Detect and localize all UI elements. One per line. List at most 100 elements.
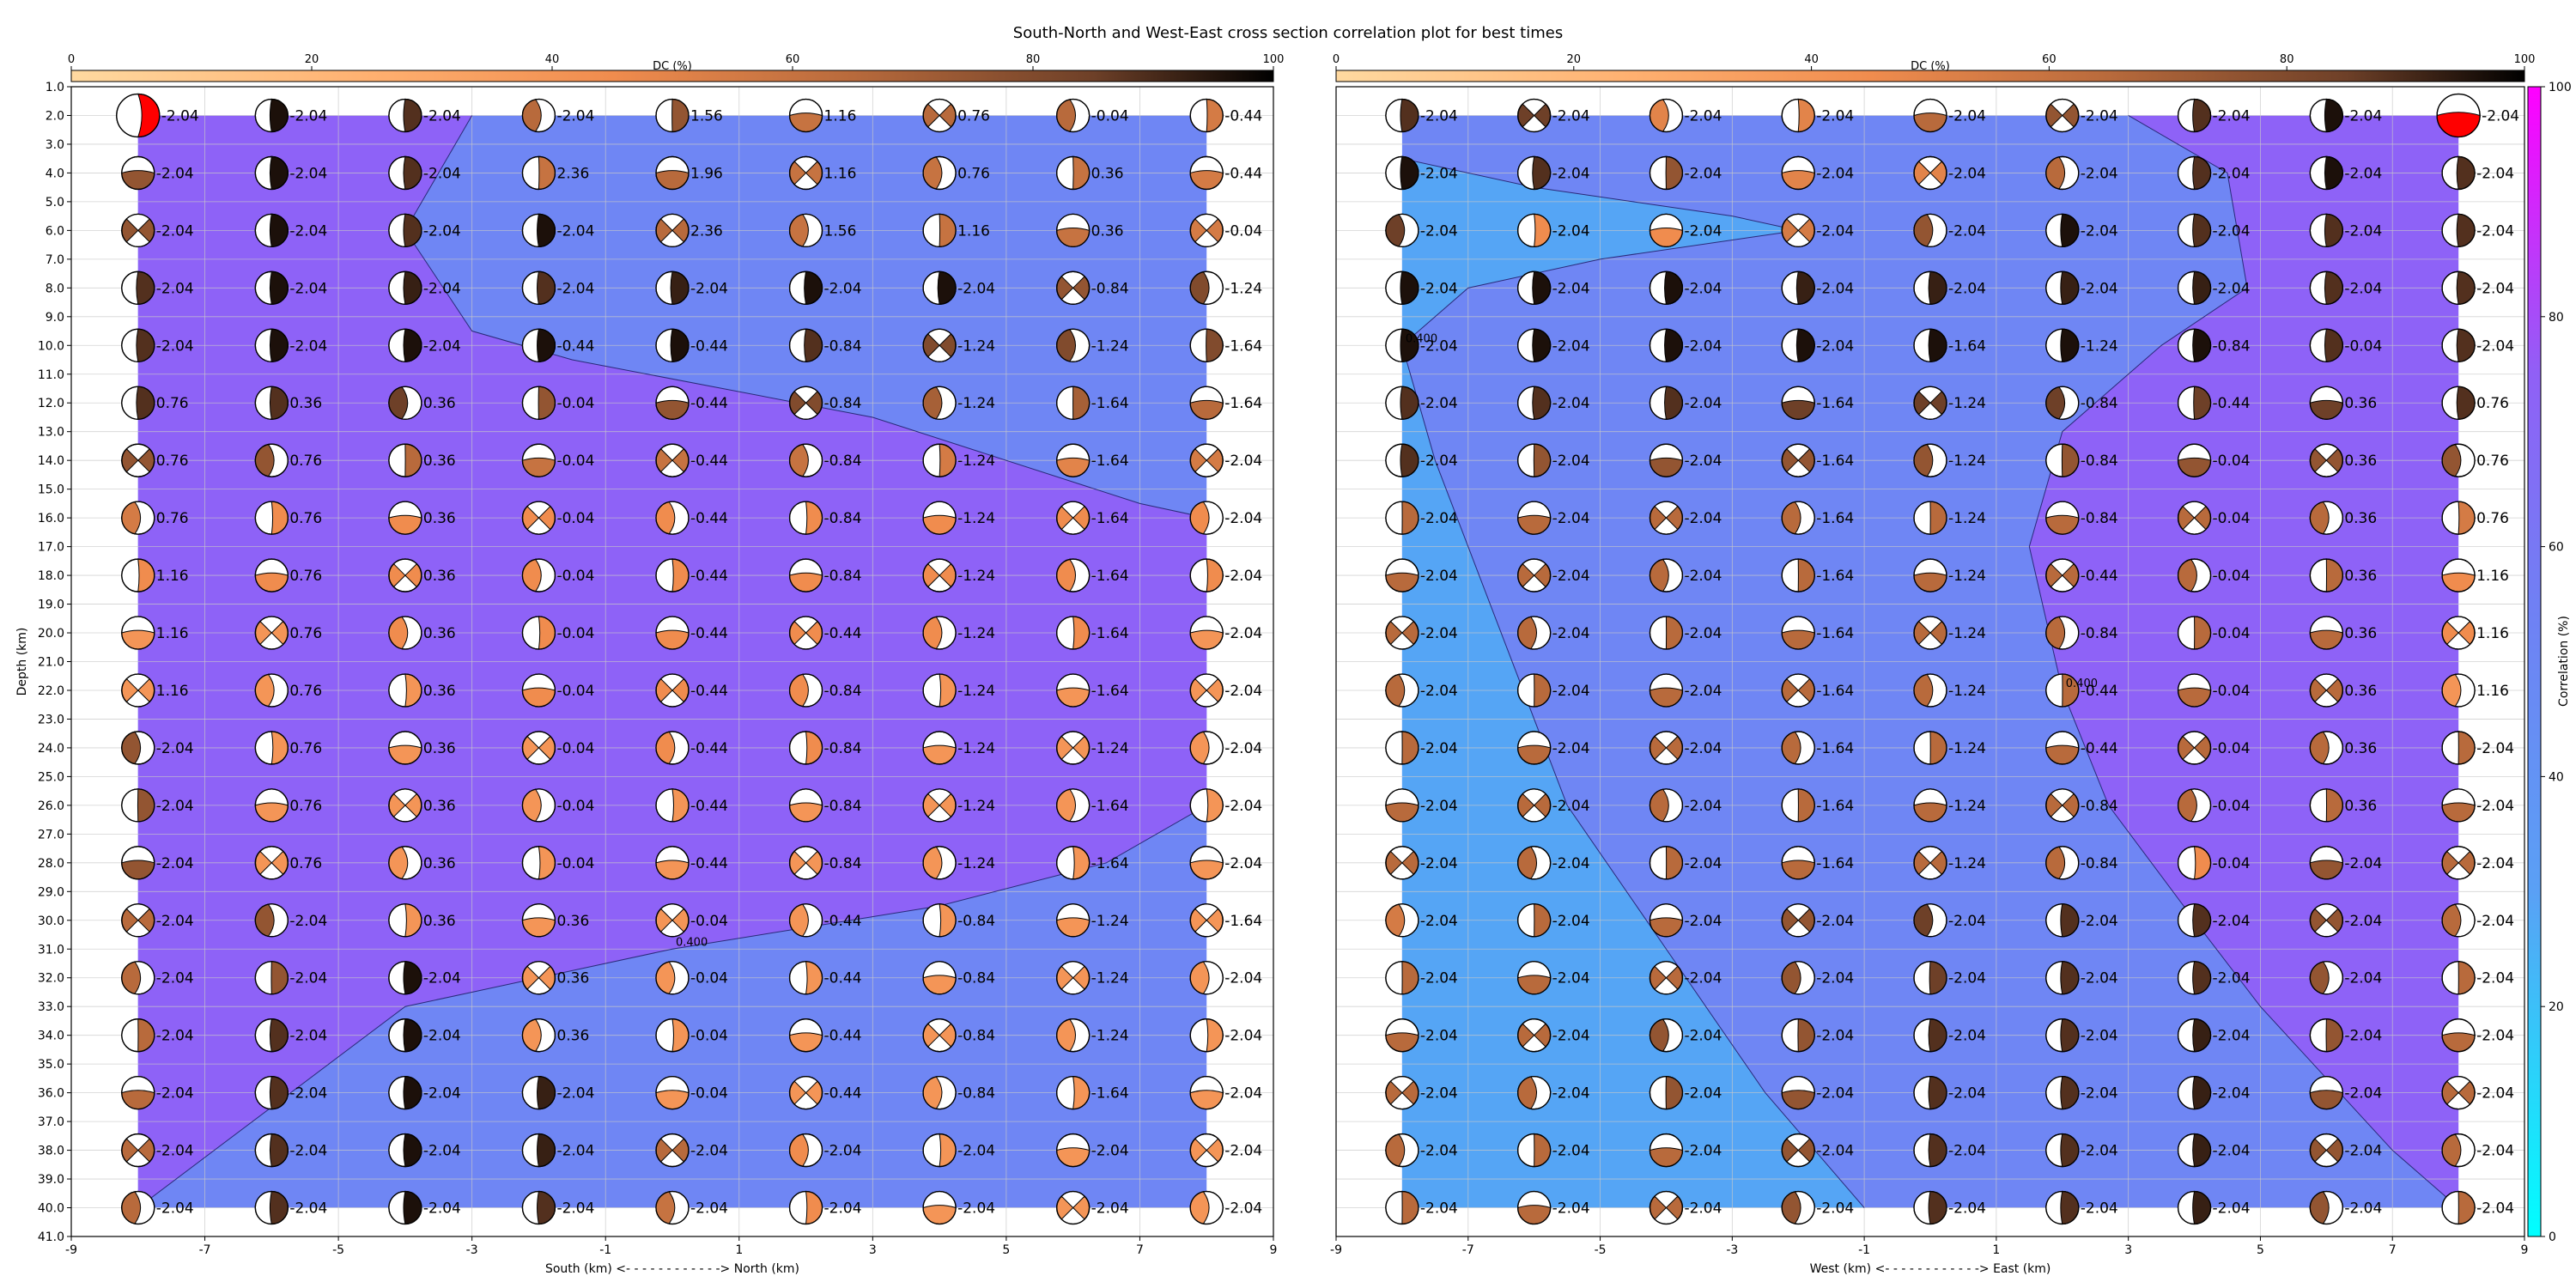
x-tick-label: 3 [2124,1243,2132,1257]
beachball-rim [521,903,556,938]
time-label: -2.04 [1552,1028,1590,1045]
beachball [1913,731,1947,765]
time-label: -2.04 [1420,107,1458,125]
beachball-rim [1781,270,1815,305]
beachball [1649,673,1684,708]
time-label: -1.64 [1091,395,1129,412]
beachball-rim [788,903,823,938]
time-label: -0.84 [824,798,862,815]
beachball-rim [1517,213,1552,248]
time-label: -1.24 [957,395,995,412]
time-label: -0.04 [556,855,594,872]
beachball-rim [2441,386,2476,420]
time-label: -0.84 [957,1028,995,1045]
beachball [1649,501,1684,535]
beachball [1385,443,1419,477]
beachball-rim [2045,1075,2080,1110]
beachball-rim [521,328,556,362]
time-label: -2.04 [2476,280,2514,297]
beachball [121,443,155,477]
beachball [922,386,957,420]
beachball [2045,1190,2080,1225]
beachball-rim [2441,558,2476,592]
time-label: -2.04 [2476,165,2514,182]
beachball [2045,616,2080,650]
beachball [388,788,422,823]
time-label: 0.36 [423,568,456,585]
time-label: 2.36 [556,165,589,182]
beachball-rim [254,1190,289,1225]
contour-label: 0.400 [1406,332,1437,345]
beachball [121,961,155,995]
time-label: -2.04 [2476,1143,2514,1160]
beachball-rim [1649,961,1684,995]
beachball-rim [2177,98,2212,133]
time-label: -2.04 [156,337,194,355]
time-label: -2.04 [1224,1085,1262,1103]
beachball [1517,961,1552,995]
beachball-rim [655,846,690,880]
beachball-rim [388,961,422,995]
time-label: -1.24 [1948,740,1986,757]
beachball [2045,673,2080,708]
x-tick-label: -3 [1726,1243,1738,1257]
time-label: -1.24 [1948,855,1986,872]
beachball-rim [2177,1133,2212,1168]
time-label: -2.04 [423,222,461,240]
beachball [2309,961,2343,995]
time-label: -1.24 [1948,453,1986,470]
beachball-rim [2309,903,2343,938]
beachball [2441,731,2476,765]
y-tick-label: 36.0 [38,1087,64,1101]
beachball [1056,673,1091,708]
beachball [388,616,422,650]
beachball [922,903,957,938]
time-label: -0.04 [556,740,594,757]
time-label: -2.04 [556,1200,594,1218]
time-label: -2.04 [2344,1200,2382,1218]
beachball [254,616,289,650]
beachball-rim [1517,328,1552,362]
beachball-rim [1517,961,1552,995]
beachball [1189,98,1224,133]
time-label: 0.36 [423,798,456,815]
beachball [1781,270,1815,305]
beachball-rim [2045,903,2080,938]
time-label: -0.84 [824,453,862,470]
beachball [1649,386,1684,420]
beachball [388,558,422,592]
time-label: 0.76 [289,453,322,470]
time-label: 0.76 [289,510,322,527]
time-label: -0.44 [556,337,594,355]
beachball-rim [922,673,957,708]
time-label: 0.76 [156,395,189,412]
time-label: -0.84 [824,855,862,872]
beachball-rim [788,1190,823,1225]
time-label: -2.04 [161,107,199,125]
beachball [1781,213,1815,248]
time-label: 0.36 [423,740,456,757]
dc-colorbar-tick-label: 40 [545,53,560,66]
beachball-rim [121,788,155,823]
beachball [1385,501,1419,535]
beachball [2441,155,2476,191]
beachball [1781,98,1815,133]
beachball-rim [655,903,690,938]
time-label: -1.64 [1091,683,1129,700]
beachball [2045,328,2080,362]
y-tick-label: 5.0 [46,196,64,210]
time-label: -2.04 [1224,970,1262,987]
beachball-rim [655,731,690,765]
x-tick-label: -9 [1330,1243,1342,1257]
beachball [1385,1190,1419,1225]
time-label: -2.04 [289,337,327,355]
beachball-rim [1649,846,1684,880]
beachball-rim [254,155,289,191]
beachball [788,1133,823,1168]
y-tick-label: 41.0 [38,1230,64,1244]
beachball-rim [1517,501,1552,535]
beachball-rim [1649,155,1684,191]
beachball [1056,270,1091,305]
time-label: -1.64 [1816,453,1854,470]
time-label: -2.04 [1224,1200,1262,1218]
